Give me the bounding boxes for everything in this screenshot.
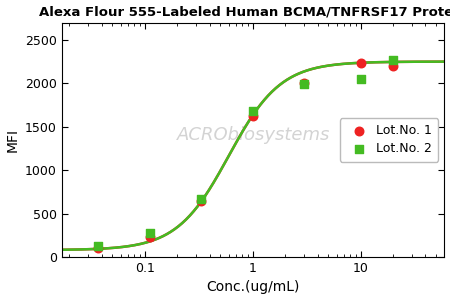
Lot.No. 1: [249, 114, 256, 119]
Lot.No. 2: [357, 76, 364, 81]
X-axis label: Conc.(ug/mL): Conc.(ug/mL): [207, 280, 300, 294]
Lot.No. 1: [357, 61, 364, 66]
Y-axis label: MFI: MFI: [5, 128, 19, 152]
Lot.No. 2: [198, 196, 205, 201]
Lot.No. 1: [389, 64, 396, 68]
Text: ACRObiosystems: ACRObiosystems: [176, 126, 330, 144]
Lot.No. 2: [146, 230, 153, 235]
Lot.No. 1: [301, 81, 308, 86]
Lot.No. 2: [301, 82, 308, 87]
Lot.No. 2: [389, 58, 396, 62]
Lot.No. 2: [249, 109, 256, 113]
Title: Alexa Flour 555-Labeled Human BCMA/TNFRSF17 Protein: Alexa Flour 555-Labeled Human BCMA/TNFRS…: [39, 6, 450, 19]
Lot.No. 1: [94, 246, 102, 251]
Lot.No. 1: [198, 198, 205, 203]
Legend: Lot.No. 1, Lot.No. 2: Lot.No. 1, Lot.No. 2: [340, 118, 438, 161]
Lot.No. 2: [94, 243, 102, 248]
Lot.No. 1: [146, 235, 153, 239]
